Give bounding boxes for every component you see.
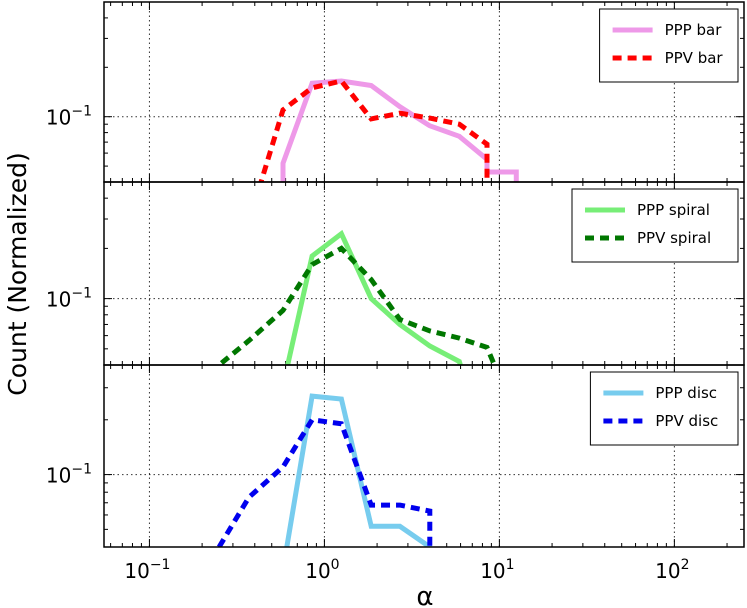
series-line-ppv-disc [216,417,433,547]
legend-label: PPV bar [665,49,724,67]
legend-box [589,371,739,446]
series-line-ppv-bar [258,78,490,182]
axes-frame [103,364,745,548]
legend-label: PPV spiral [637,229,711,247]
series-line-ppp-disc [284,393,433,547]
legend-label: PPP bar [665,21,723,39]
series-group [215,229,498,365]
legend-box [599,8,739,83]
series-group [216,393,433,547]
series-line-ppp-spiral [285,229,463,365]
panel-1: 10−1 PPP bar PPV bar [46,1,745,183]
x-tick-label: 101 [480,557,514,583]
series-line-ppp-bar [280,78,519,182]
x-tick-labels: 10−1 100 101 102 [124,557,689,583]
x-tick-label: 102 [655,557,689,583]
x-tick-label: 10−1 [124,557,170,583]
legend: PPP disc PPV disc [589,371,739,446]
y-tick-label: 10−1 [46,104,92,130]
panel-3: 10−1 PPP disc PPV disc [46,364,745,548]
x-axis-label: α [416,582,433,608]
panels: 10−1 PPP bar PPV bar 10−1 PPP spiral PPV spir… [46,1,745,548]
legend-box [571,188,739,263]
y-tick-label: 10−1 [46,462,92,488]
legend-label: PPV disc [655,412,718,430]
legend-label: PPP spiral [637,201,710,219]
series-group [258,78,519,182]
x-tick-label: 100 [305,557,339,583]
legend: PPP bar PPV bar [599,8,739,83]
legend-label: PPP disc [655,384,717,402]
y-axis-label: Count (Normalized) [3,152,32,395]
panel-2: 10−1 PPP spiral PPV spiral [46,181,745,366]
y-tick-label: 10−1 [46,286,92,312]
legend: PPP spiral PPV spiral [571,188,739,263]
